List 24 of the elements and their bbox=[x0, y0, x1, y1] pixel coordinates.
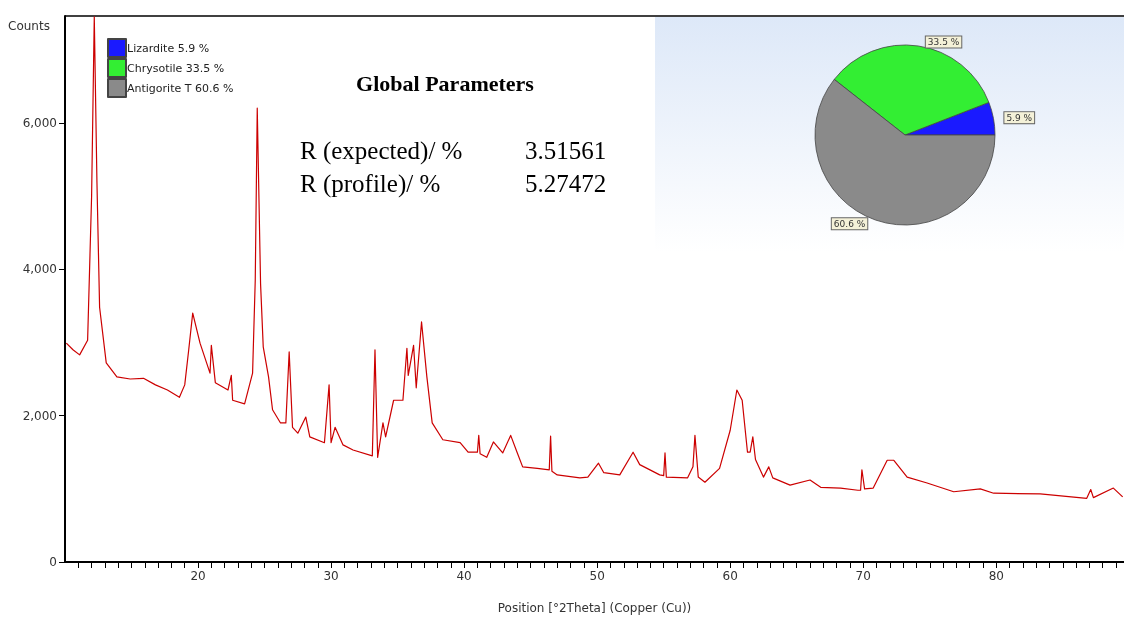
data-label: 60.6 % bbox=[833, 218, 866, 229]
legend-label: Antigorite T 60.6 % bbox=[127, 81, 234, 95]
data-label: 33.5 % bbox=[927, 37, 960, 48]
y-tick-label: 0 bbox=[49, 555, 57, 569]
x-tick-label: 20 bbox=[190, 569, 206, 583]
y-tick-label: 4,000 bbox=[22, 262, 57, 277]
y-tick-label: 6,000 bbox=[22, 115, 57, 130]
annotation: R (profile)/ % bbox=[300, 170, 441, 198]
x-tick-label: 80 bbox=[988, 569, 1004, 583]
x-tick-label: 40 bbox=[456, 569, 472, 583]
y-axis-title: Counts bbox=[8, 19, 50, 33]
legend-label: Lizardite 5.9 % bbox=[127, 41, 210, 55]
annotation: R (expected)/ % bbox=[300, 137, 463, 165]
y-tick-label: 2,000 bbox=[22, 408, 57, 423]
annotation: 3.51561 bbox=[525, 137, 607, 164]
legend-label: Chrysotile 33.5 % bbox=[127, 61, 225, 75]
annotation: 5.27472 bbox=[525, 170, 607, 197]
x-tick-label: 30 bbox=[323, 569, 339, 583]
x-tick-label: 70 bbox=[855, 569, 871, 583]
data-label: 5.9 % bbox=[1006, 112, 1033, 123]
annotation: Global Parameters bbox=[356, 70, 535, 96]
x-axis-title: Position [°2Theta] (Copper (Cu)) bbox=[497, 601, 692, 615]
x-tick-label: 60 bbox=[722, 569, 738, 583]
x-tick-label: 50 bbox=[589, 569, 605, 583]
